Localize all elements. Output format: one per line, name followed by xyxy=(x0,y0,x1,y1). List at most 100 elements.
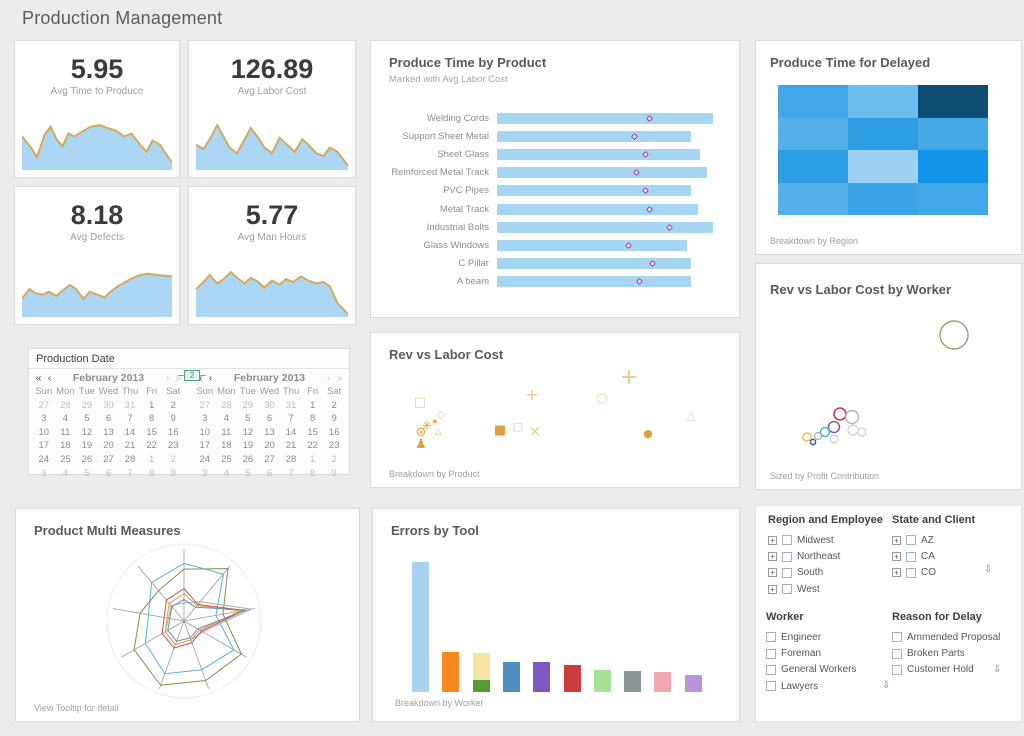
calendar-day-cell[interactable]: 2 xyxy=(331,399,337,411)
calendar-prev-icon[interactable]: ‹ xyxy=(208,372,213,384)
calendar-day-cell[interactable]: 9 xyxy=(170,413,176,425)
calendar-day-cell[interactable]: 27 xyxy=(103,453,114,465)
produce-time-bar[interactable] xyxy=(497,148,701,160)
error-bar[interactable] xyxy=(593,670,611,692)
expand-icon[interactable]: + xyxy=(892,535,901,545)
checkbox[interactable] xyxy=(892,648,902,659)
filled-circle-marker-icon[interactable]: ● xyxy=(643,427,653,440)
checkbox[interactable] xyxy=(892,664,902,675)
worker-bubble[interactable] xyxy=(829,434,839,444)
produce-time-bar[interactable] xyxy=(497,258,692,270)
open-circle-marker-icon[interactable]: ○ xyxy=(596,391,607,406)
calendar-day-cell[interactable]: 20 xyxy=(264,440,275,452)
worker-bubble[interactable] xyxy=(809,438,817,446)
calendar-next-icon[interactable]: › xyxy=(326,372,331,384)
calendar-day-cell[interactable]: 7 xyxy=(127,413,133,425)
worker-bubble[interactable] xyxy=(844,409,860,425)
filled-square-marker-icon[interactable]: ■ xyxy=(494,423,506,438)
heatmap-cell[interactable] xyxy=(778,85,848,118)
calendar-day-cell[interactable]: 26 xyxy=(242,453,254,465)
calendar-day-cell[interactable]: 6 xyxy=(266,467,273,479)
checkbox[interactable] xyxy=(766,632,776,643)
calendar-day-cell[interactable]: 25 xyxy=(221,453,232,465)
error-bar[interactable] xyxy=(533,662,551,692)
calendar-prev-icon[interactable]: ‹ xyxy=(47,372,52,384)
radar-series[interactable] xyxy=(161,587,247,649)
calendar-day-cell[interactable]: 9 xyxy=(331,467,337,479)
heatmap-cell[interactable] xyxy=(848,150,918,183)
heatmap-cell[interactable] xyxy=(778,150,848,183)
plus-marker-icon[interactable]: + xyxy=(525,385,538,404)
calendar-day-cell[interactable]: 9 xyxy=(331,413,337,425)
calendar-day-cell[interactable]: 14 xyxy=(285,426,297,438)
calendar-day-cell[interactable]: 24 xyxy=(38,453,50,465)
calendar-day-cell[interactable]: 3 xyxy=(41,413,47,425)
calendar-day-cell[interactable]: 26 xyxy=(81,453,93,465)
calendar-next-icon[interactable]: › xyxy=(165,372,170,384)
worker-bubble[interactable] xyxy=(827,420,841,434)
calendar-day-cell[interactable]: 24 xyxy=(199,453,211,465)
worker-bubble[interactable] xyxy=(802,432,812,442)
expand-icon[interactable]: + xyxy=(892,568,901,578)
calendar-day-cell[interactable]: 3 xyxy=(41,467,47,479)
calendar-day-cell[interactable]: 23 xyxy=(167,440,179,452)
error-bar[interactable] xyxy=(442,652,460,692)
calendar-day-cell[interactable]: 8 xyxy=(148,413,155,425)
error-bar[interactable] xyxy=(624,671,642,692)
calendar-day-cell[interactable]: 19 xyxy=(81,440,93,452)
calendar-day-cell[interactable]: 31 xyxy=(124,399,136,411)
wheel-marker-icon[interactable]: ⊛ xyxy=(416,425,427,440)
calendar-day-cell[interactable]: 21 xyxy=(285,440,297,452)
radar-chart[interactable] xyxy=(16,509,359,721)
produce-time-bar[interactable] xyxy=(497,185,692,197)
kpi-card-avg-time-to-produce[interactable]: 5.95 Avg Time to Produce xyxy=(14,40,180,178)
heatmap-cell[interactable] xyxy=(778,182,848,215)
star-marker-icon[interactable]: ✶ xyxy=(431,417,439,428)
error-bar[interactable] xyxy=(472,653,490,692)
calendar-day-cell[interactable]: 2 xyxy=(170,453,176,465)
calendar-day-cell[interactable]: 6 xyxy=(266,413,273,425)
calendar-day-cell[interactable]: 20 xyxy=(103,440,114,452)
calendar-day-cell[interactable]: 8 xyxy=(309,467,316,479)
checkbox[interactable] xyxy=(766,648,776,659)
calendar-day-cell[interactable]: 29 xyxy=(81,399,93,411)
calendar-day-cell[interactable]: 18 xyxy=(60,440,71,452)
error-bar[interactable] xyxy=(563,665,581,692)
heatmap-cell[interactable] xyxy=(848,117,918,150)
kpi-card-avg-man-hours[interactable]: 5.77 Avg Man Hours xyxy=(188,186,356,325)
calendar-day-cell[interactable]: 2 xyxy=(170,399,176,411)
checkbox[interactable] xyxy=(906,551,916,562)
produce-time-bar[interactable] xyxy=(497,221,713,233)
calendar-day-cell[interactable]: 22 xyxy=(307,440,318,452)
calendar-day-cell[interactable]: 28 xyxy=(124,453,136,465)
heatmap-cell[interactable] xyxy=(848,182,918,215)
produce-time-bar[interactable] xyxy=(497,203,698,215)
open-triangle-marker-icon[interactable]: △ xyxy=(686,408,696,422)
open-square-marker-icon[interactable]: □ xyxy=(414,395,426,410)
kpi-card-avg-defects[interactable]: 8.18 Avg Defects xyxy=(14,186,180,325)
produce-time-bar[interactable] xyxy=(497,112,713,124)
heatmap-cell[interactable] xyxy=(918,182,988,215)
produce-time-bar[interactable] xyxy=(497,167,707,179)
asterisk-marker-icon[interactable]: ✳ xyxy=(422,419,433,434)
checkbox[interactable] xyxy=(766,664,776,675)
calendar-day-cell[interactable]: 7 xyxy=(127,467,133,479)
calendar-day-cell[interactable]: 30 xyxy=(103,399,114,411)
checkbox[interactable] xyxy=(782,551,792,562)
calendar-day-cell[interactable]: 11 xyxy=(221,426,232,438)
x-cross-marker-icon[interactable]: × xyxy=(529,422,542,440)
calendar-day-cell[interactable]: 16 xyxy=(167,426,179,438)
calendar-range-handle[interactable]: 2 xyxy=(178,370,206,381)
checkbox[interactable] xyxy=(892,632,902,643)
calendar-day-cell[interactable]: 28 xyxy=(285,453,297,465)
heatmap-cell[interactable] xyxy=(778,117,848,150)
calendar-day-cell[interactable]: 1 xyxy=(309,399,316,411)
expand-icon[interactable]: + xyxy=(768,535,777,545)
calendar-day-cell[interactable]: 18 xyxy=(221,440,232,452)
calendar-day-cell[interactable]: 4 xyxy=(62,413,68,425)
calendar-day-cell[interactable]: 27 xyxy=(38,399,50,411)
scroll-down-icon[interactable]: ⇩ xyxy=(993,664,1002,675)
calendar-day-cell[interactable]: 12 xyxy=(242,426,254,438)
calendar-day-cell[interactable]: 22 xyxy=(146,440,157,452)
open-diamond-marker-icon[interactable]: ◇ xyxy=(437,408,446,421)
